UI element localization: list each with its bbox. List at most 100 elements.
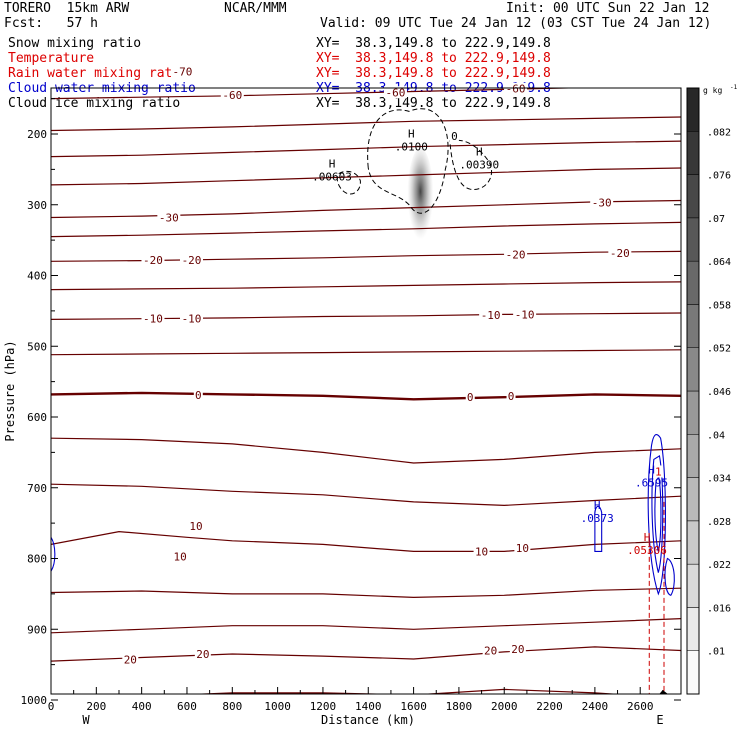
colorbar-tick-label: .01 [707,647,725,658]
cloud-water-contour [51,536,56,572]
temperature-contour [51,199,681,219]
colorbar-tick-label: .016 [707,603,731,614]
colorbar-swatch [686,260,700,305]
contour-label-bg [193,389,203,402]
contour-label: 10 [516,542,529,555]
field-name-cloud-ice: Cloud ice mixing ratio [8,96,181,111]
contour-label: -10 [515,308,535,321]
y-tick-label: 800 [27,553,47,566]
x-tick-label: 1400 [355,700,382,713]
contour-label: -30 [592,197,612,210]
contour-label-bg [506,389,516,402]
contour-label-bg [188,519,205,532]
temperature-contour [51,531,681,552]
colorbar-unit-exponent: -1 [730,84,738,91]
temperature-contour [51,437,681,464]
temperature-contour [51,62,681,71]
cloud-water-contour [594,505,603,552]
x-end-label-west: W [82,713,90,727]
contour-label-bg [157,211,181,224]
contour-label-bg [141,312,165,325]
max-marker-snow: H [329,157,336,170]
contour-label-bg [504,248,528,261]
x-tick-label: 600 [177,700,197,713]
colorbar-swatch [686,477,700,522]
temperature-contour [51,140,681,158]
temperature-contour [51,221,681,238]
contour-label: 0 [508,390,515,403]
contour-label-bg [449,130,459,143]
temperature-contour [51,88,591,100]
cloud-water-contour [651,455,664,573]
temperature-contour [51,587,681,598]
contour-label-bg [653,465,663,478]
colorbar-tick-label: .076 [707,171,731,182]
field-xy-cloud-ice: XY= 38.3,149.8 to 222.9,149.8 [316,96,551,111]
colorbar-frame [686,87,700,695]
contour-label: -30 [159,211,179,224]
contour-label: -20 [143,254,163,267]
field-xy-rain: XY= 38.3,149.8 to 222.9,149.8 [316,66,551,81]
contour-label: -20 [506,248,526,261]
temperature-contour [51,349,681,356]
forecast-hour: Fcst: 57 h [4,16,98,31]
contour-label-bg [514,541,531,554]
colorbar-tick-label: .022 [707,560,731,571]
contour-label-bg [608,246,632,259]
y-tick-label: 200 [27,128,47,141]
colorbar-swatch [686,174,700,219]
colorbar-swatch [686,217,700,262]
field-name-temperature: Temperature [8,51,95,66]
y-tick-label: 1000 [21,694,48,707]
y-axis-label: Pressure (hPa) [3,340,17,441]
contour-label: -60 [386,86,406,99]
colorbar-swatch [686,563,700,608]
cloud-water-contour [654,475,662,552]
contour-label: -10 [481,309,501,322]
valid-time: Valid: 09 UTC Tue 24 Jan 12 (03 CST Tue … [320,16,712,31]
colorbar-unit: g kg [703,86,722,95]
contour-label: -70 [173,66,193,79]
model-title: TORERO 15km ARW [4,1,130,16]
temperature-contour [51,116,681,132]
contour-label: 20 [511,643,524,656]
x-axis-label: Distance (km) [321,713,415,727]
field-xy-temperature: XY= 38.3,149.8 to 222.9,149.8 [316,51,551,66]
colorbar-swatch [686,434,700,478]
max-marker-cloud: H [648,464,655,477]
y-tick-label: 400 [27,270,47,283]
contour-label-bg [180,312,204,325]
temperature-contour [51,281,681,291]
snow-contour [336,170,361,195]
contour-label: 20 [124,654,137,667]
colorbar-tick-label: .028 [707,517,731,528]
colorbar-tick-label: .058 [707,300,731,311]
contour-label-bg [170,65,194,78]
contour-label: -20 [610,247,630,260]
contour-label-bg [590,196,614,209]
contour-label-bg [194,648,211,661]
max-value-snow: .0100 [395,141,428,154]
contour-label: 0 [467,391,474,404]
center-name: NCAR/MMM [224,1,287,16]
x-tick-label: 400 [132,700,152,713]
colorbar-swatch [686,390,700,435]
contour-label-bg [172,550,189,563]
contour-label-bg [220,89,244,102]
x-tick-label: 2400 [582,700,609,713]
colorbar-swatch [686,131,700,175]
y-tick-label: 900 [27,623,47,636]
contour-label-bg [513,308,537,321]
field-xy-snow: XY= 38.3,149.8 to 222.9,149.8 [316,36,551,51]
x-tick-label: 2200 [536,700,563,713]
contour-label-bg [465,391,475,404]
colorbar-swatch [686,650,700,695]
max-value-snow: .00603 [312,170,352,183]
x-tick-label: 1600 [400,700,427,713]
contour-label-bg [482,644,499,657]
max-value-snow: .00390 [459,158,499,171]
contour-label: -10 [182,313,202,326]
contour-label: 1 [655,465,662,478]
